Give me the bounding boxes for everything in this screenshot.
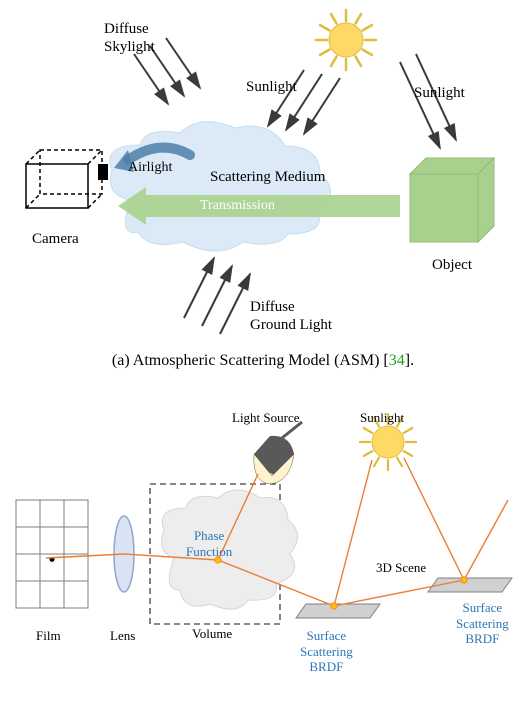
caption-a-prefix: (a) Atmospheric Scattering Model (ASM) [ bbox=[112, 352, 389, 369]
asm-diagram: Diffuse Skylight Sunlight Sunlight Airli… bbox=[0, 0, 526, 380]
label-sunlight-1: Sunlight bbox=[246, 78, 297, 96]
caption-a: (a) Atmospheric Scattering Model (ASM) [… bbox=[0, 352, 526, 370]
label-film: Film bbox=[36, 628, 61, 644]
label-light-source: Light Source bbox=[232, 410, 300, 426]
label-3d-scene: 3D Scene bbox=[376, 560, 426, 576]
label-airlight: Airlight bbox=[128, 160, 172, 177]
label-scattering-medium: Scattering Medium bbox=[210, 168, 325, 186]
caption-a-ref: 34 bbox=[389, 352, 405, 369]
label-diffuse-ground: Diffuse Ground Light bbox=[250, 298, 332, 334]
label-phase-function: Phase Function bbox=[186, 528, 232, 559]
label-volume: Volume bbox=[192, 626, 232, 642]
caption-a-suffix: ]. bbox=[405, 352, 414, 369]
label-brdf-2: Surface Scattering BRDF bbox=[456, 600, 509, 647]
label-lens: Lens bbox=[110, 628, 135, 644]
label-sunlight-b: Sunlight bbox=[360, 410, 404, 426]
label-diffuse-skylight: Diffuse Skylight bbox=[104, 20, 155, 56]
volumetric-diagram: Light Source Sunlight Phase Function Vol… bbox=[0, 380, 526, 726]
label-transmission: Transmission bbox=[200, 198, 275, 215]
label-object: Object bbox=[432, 256, 472, 274]
label-camera: Camera bbox=[32, 230, 79, 248]
label-sunlight-2: Sunlight bbox=[414, 84, 465, 102]
label-brdf-1: Surface Scattering BRDF bbox=[300, 628, 353, 675]
